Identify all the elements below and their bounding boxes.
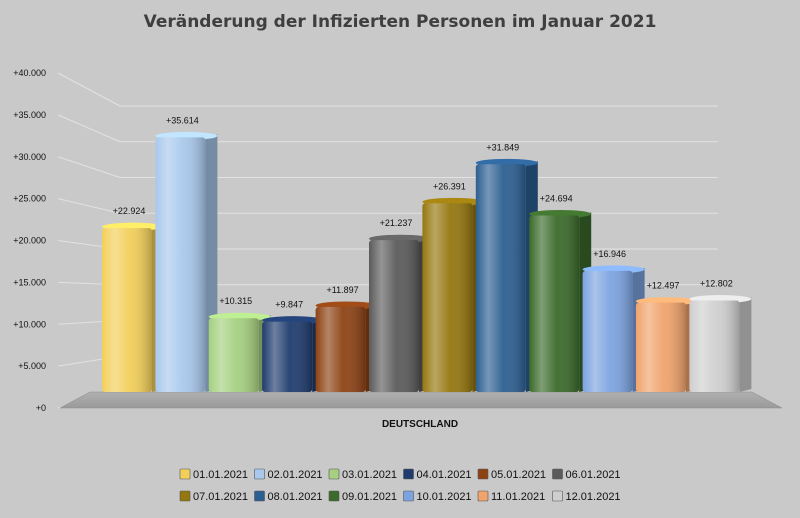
legend-item: 04.01.2021 bbox=[403, 468, 472, 481]
legend-label: 07.01.2021 bbox=[193, 491, 248, 503]
y-tick-label: +25.000 bbox=[13, 194, 46, 204]
gridline-diagonal bbox=[57, 156, 121, 178]
data-label: +10.315 bbox=[219, 296, 252, 306]
legend: 01.01.2021 02.01.2021 03.01.2021 04.01.2021… bbox=[179, 468, 621, 503]
bar-shine bbox=[102, 228, 152, 392]
y-tick-label: +10.000 bbox=[13, 319, 46, 329]
legend-item: 10.01.2021 bbox=[403, 490, 472, 503]
y-tick-label: +20.000 bbox=[13, 236, 46, 246]
data-label: +12.497 bbox=[647, 281, 680, 291]
legend-swatch bbox=[477, 490, 489, 502]
gridline-diagonal bbox=[57, 72, 121, 107]
legend-swatch bbox=[254, 490, 265, 502]
legend-swatch bbox=[552, 490, 563, 502]
chart-title: Veränderung der Infizierten Personen im … bbox=[144, 12, 657, 32]
legend-swatch bbox=[403, 468, 414, 480]
bar-side bbox=[739, 297, 752, 392]
legend-swatch bbox=[179, 490, 191, 502]
data-label: +26.391 bbox=[433, 181, 466, 191]
legend-item: 12.01.2021 bbox=[552, 490, 621, 503]
bar-shine bbox=[689, 300, 740, 392]
bar-shine bbox=[155, 137, 206, 392]
bar-shine bbox=[582, 270, 633, 392]
legend-label: 11.01.2021 bbox=[491, 491, 545, 503]
legend-label: 04.01.2021 bbox=[417, 469, 472, 481]
legend-swatch bbox=[403, 490, 414, 502]
legend-label: 10.01.2021 bbox=[417, 491, 472, 503]
bar-shine bbox=[636, 302, 686, 392]
bar-shine bbox=[475, 164, 526, 392]
chart-floor bbox=[59, 391, 783, 409]
legend-swatch bbox=[328, 490, 340, 502]
y-tick-label: +40.000 bbox=[13, 68, 46, 78]
legend-label: 12.01.2021 bbox=[566, 491, 621, 503]
legend-swatch bbox=[552, 468, 563, 480]
data-label: +35.614 bbox=[166, 115, 199, 125]
data-label: +16.946 bbox=[593, 249, 626, 259]
data-label: +24.694 bbox=[540, 193, 573, 203]
x-axis-label: DEUTSCHLAND bbox=[382, 419, 458, 430]
y-tick-label: +35.000 bbox=[13, 110, 46, 120]
data-label: +21.237 bbox=[380, 218, 413, 228]
legend-label: 09.01.2021 bbox=[342, 491, 397, 503]
data-label: +11.897 bbox=[327, 285, 359, 295]
legend-label: 01.01.2021 bbox=[193, 469, 248, 481]
legend-swatch bbox=[179, 468, 191, 480]
legend-label: 03.01.2021 bbox=[342, 469, 397, 481]
legend-item: 07.01.2021 bbox=[179, 490, 248, 503]
bar-shine bbox=[422, 203, 473, 392]
gridline-diagonal bbox=[57, 114, 121, 143]
y-axis-ticks: +0 +5.000 +10.000 +15.000 +20.000 +25.000 +30.… bbox=[13, 68, 46, 413]
legend-swatch bbox=[477, 468, 489, 480]
legend-item: 01.01.2021 bbox=[179, 468, 248, 481]
legend-item: 06.01.2021 bbox=[552, 468, 621, 481]
y-tick-label: +15.000 bbox=[13, 277, 46, 287]
legend-label: 08.01.2021 bbox=[268, 491, 323, 503]
legend-item: 03.01.2021 bbox=[328, 468, 397, 481]
legend-item: 09.01.2021 bbox=[328, 490, 397, 503]
y-tick-label: +0 bbox=[36, 403, 46, 413]
bars bbox=[102, 131, 752, 392]
legend-swatch bbox=[254, 468, 265, 480]
legend-item: 05.01.2021 bbox=[477, 468, 546, 481]
gridline-diagonal bbox=[57, 198, 121, 214]
data-label: +9.847 bbox=[275, 300, 303, 310]
bar-shine bbox=[315, 306, 366, 392]
data-label: +12.802 bbox=[700, 278, 733, 288]
data-labels: +22.924 +35.614 +10.315 +9.847 +11.897 +21.23… bbox=[113, 115, 733, 309]
data-label: +22.924 bbox=[113, 206, 146, 216]
legend-label: 05.01.2021 bbox=[491, 469, 546, 481]
y-tick-label: +5.000 bbox=[18, 361, 46, 371]
bar-shine bbox=[262, 321, 313, 392]
bar-shine bbox=[208, 318, 259, 392]
legend-item: 02.01.2021 bbox=[254, 468, 323, 481]
legend-item: 11.01.2021 bbox=[477, 490, 545, 503]
bar-shine bbox=[529, 215, 580, 392]
bar-shine bbox=[369, 240, 419, 392]
legend-swatch bbox=[328, 468, 340, 480]
data-label: +31.849 bbox=[486, 142, 519, 152]
legend-label: 06.01.2021 bbox=[566, 469, 621, 481]
legend-label: 02.01.2021 bbox=[268, 469, 323, 481]
y-tick-label: +30.000 bbox=[13, 152, 46, 162]
legend-item: 08.01.2021 bbox=[254, 490, 323, 503]
